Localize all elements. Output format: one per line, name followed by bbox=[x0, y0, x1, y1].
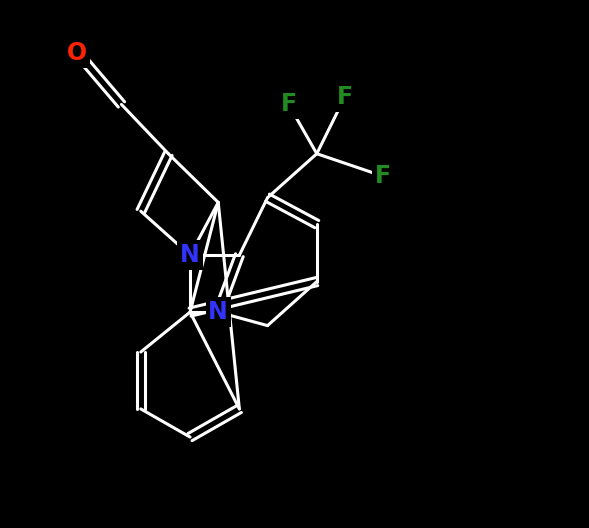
Text: F: F bbox=[337, 85, 353, 109]
Text: F: F bbox=[375, 164, 391, 188]
Text: O: O bbox=[67, 41, 88, 65]
Text: N: N bbox=[209, 300, 228, 324]
Text: N: N bbox=[180, 243, 200, 267]
Text: F: F bbox=[280, 92, 297, 117]
